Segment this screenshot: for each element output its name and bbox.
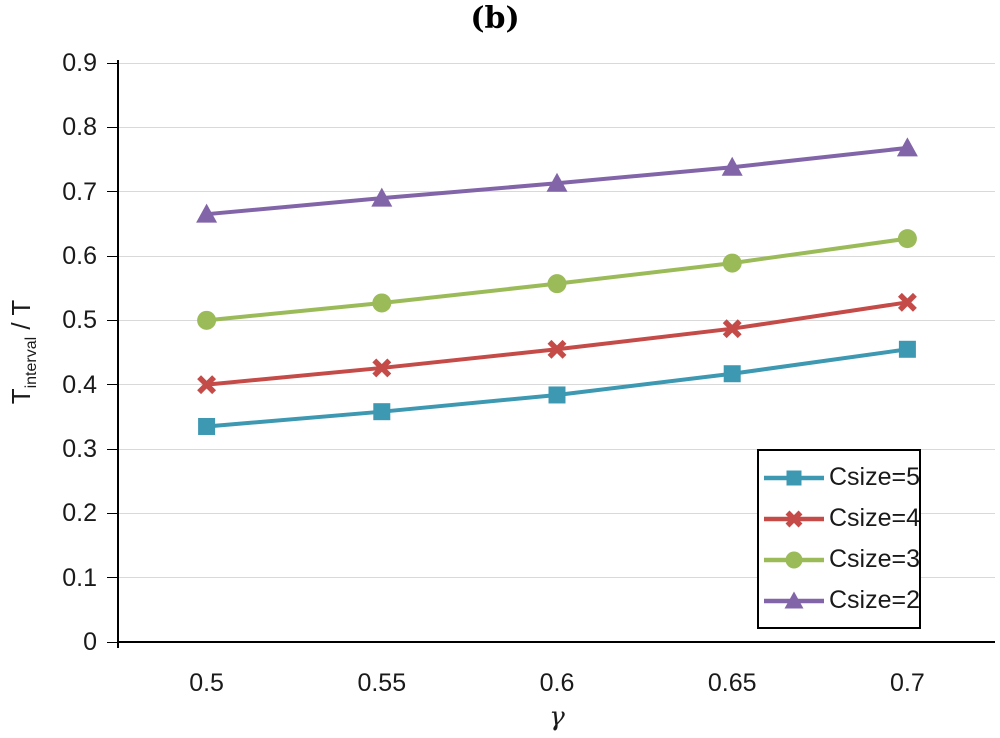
x-marker (722, 319, 742, 339)
y-tick-label: 0.3 (62, 435, 97, 463)
gridline (119, 384, 995, 386)
gridline (119, 255, 995, 257)
y-axis-tick-mark (107, 319, 119, 321)
legend-item-label: Csize=2 (829, 586, 921, 614)
gridline (119, 126, 995, 128)
y-tick-label: 0.7 (62, 177, 97, 206)
x-tick-label: 0.65 (707, 669, 757, 697)
square-marker (786, 470, 802, 485)
triangle-marker (721, 156, 743, 176)
legend-item: Csize=3 (763, 545, 920, 574)
x-marker (197, 375, 217, 395)
series-plot (196, 137, 918, 435)
chart-title: (b) (470, 1, 520, 36)
square-marker (198, 417, 216, 435)
circle-marker (897, 229, 917, 249)
x-axis-title: γ (549, 702, 565, 732)
circle-marker (785, 551, 803, 568)
triangle-marker (371, 187, 393, 207)
y-tick-label: 0.5 (62, 306, 97, 335)
legend-item: Csize=4 (763, 504, 920, 533)
y-axis-tick-mark (107, 255, 119, 257)
y-tick-label: 0.6 (62, 242, 97, 270)
y-tick-label: 0.1 (62, 563, 97, 592)
gridline (119, 62, 995, 64)
x-marker (785, 510, 803, 527)
square-marker (373, 403, 391, 421)
x-tick-label: 0.55 (357, 669, 407, 697)
y-tick-label: 0.4 (62, 370, 97, 399)
legend-sample-x-icon (764, 510, 824, 527)
y-axis-tick-mark (107, 191, 119, 193)
triangle-marker (896, 137, 918, 157)
plot-area (107, 62, 995, 643)
legend-sample-circle-icon (764, 551, 824, 568)
x-marker (372, 358, 392, 378)
y-axis-line (117, 60, 119, 648)
y-axis-tick-mark (107, 577, 119, 579)
x-marker (547, 339, 567, 359)
legend-item: Csize=5 (763, 463, 920, 492)
square-marker (898, 340, 916, 358)
y-axis-tick-mark (107, 448, 119, 450)
x-tick-label: 0.5 (189, 669, 224, 697)
legend-sample-triangle-icon (764, 591, 824, 608)
legend-item: Csize=2 (763, 586, 920, 615)
x-axis-line (119, 641, 995, 643)
y-tick-label: 0 (83, 628, 97, 656)
gridline (119, 448, 995, 450)
y-axis-tick-mark (107, 641, 119, 643)
gridline (119, 512, 995, 514)
x-axis-tick-labels: 0.5 0.55 0.6 0.65 0.7 (119, 669, 995, 699)
legend: Csize=5 Csize=4 Csize=3 Csize=2 (757, 449, 921, 629)
legend-sample-square-icon (764, 470, 824, 485)
circle-marker (547, 274, 567, 294)
x-tick-label: 0.6 (539, 669, 575, 697)
y-tick-label: 0.2 (62, 499, 97, 528)
gridline (119, 319, 995, 321)
legend-item-label: Csize=5 (829, 463, 921, 491)
y-axis-tick-mark (107, 62, 119, 64)
square-marker (723, 365, 741, 383)
square-marker (548, 386, 566, 404)
circle-marker (197, 310, 217, 330)
circle-marker (722, 253, 742, 273)
series-line-csize-4 (206, 300, 908, 387)
x-tick-label: 0.7 (890, 669, 925, 697)
y-axis-tick-mark (107, 126, 119, 128)
legend-item-label: Csize=3 (829, 545, 921, 573)
triangle-marker (784, 591, 804, 608)
y-tick-label: 0.9 (62, 49, 97, 77)
gridline (119, 577, 995, 579)
y-tick-label: 0.8 (62, 113, 97, 142)
triangle-marker (196, 203, 218, 223)
legend-item-label: Csize=4 (829, 504, 921, 532)
y-axis-tick-mark (107, 384, 119, 386)
y-axis-tick-mark (107, 512, 119, 514)
y-axis-tick-labels: 0.9 0.8 0.7 0.6 0.5 0.4 0.3 0.2 0.1 0 (4, 49, 97, 656)
circle-marker (372, 293, 392, 313)
x-marker (897, 292, 917, 312)
triangle-marker (546, 172, 568, 192)
